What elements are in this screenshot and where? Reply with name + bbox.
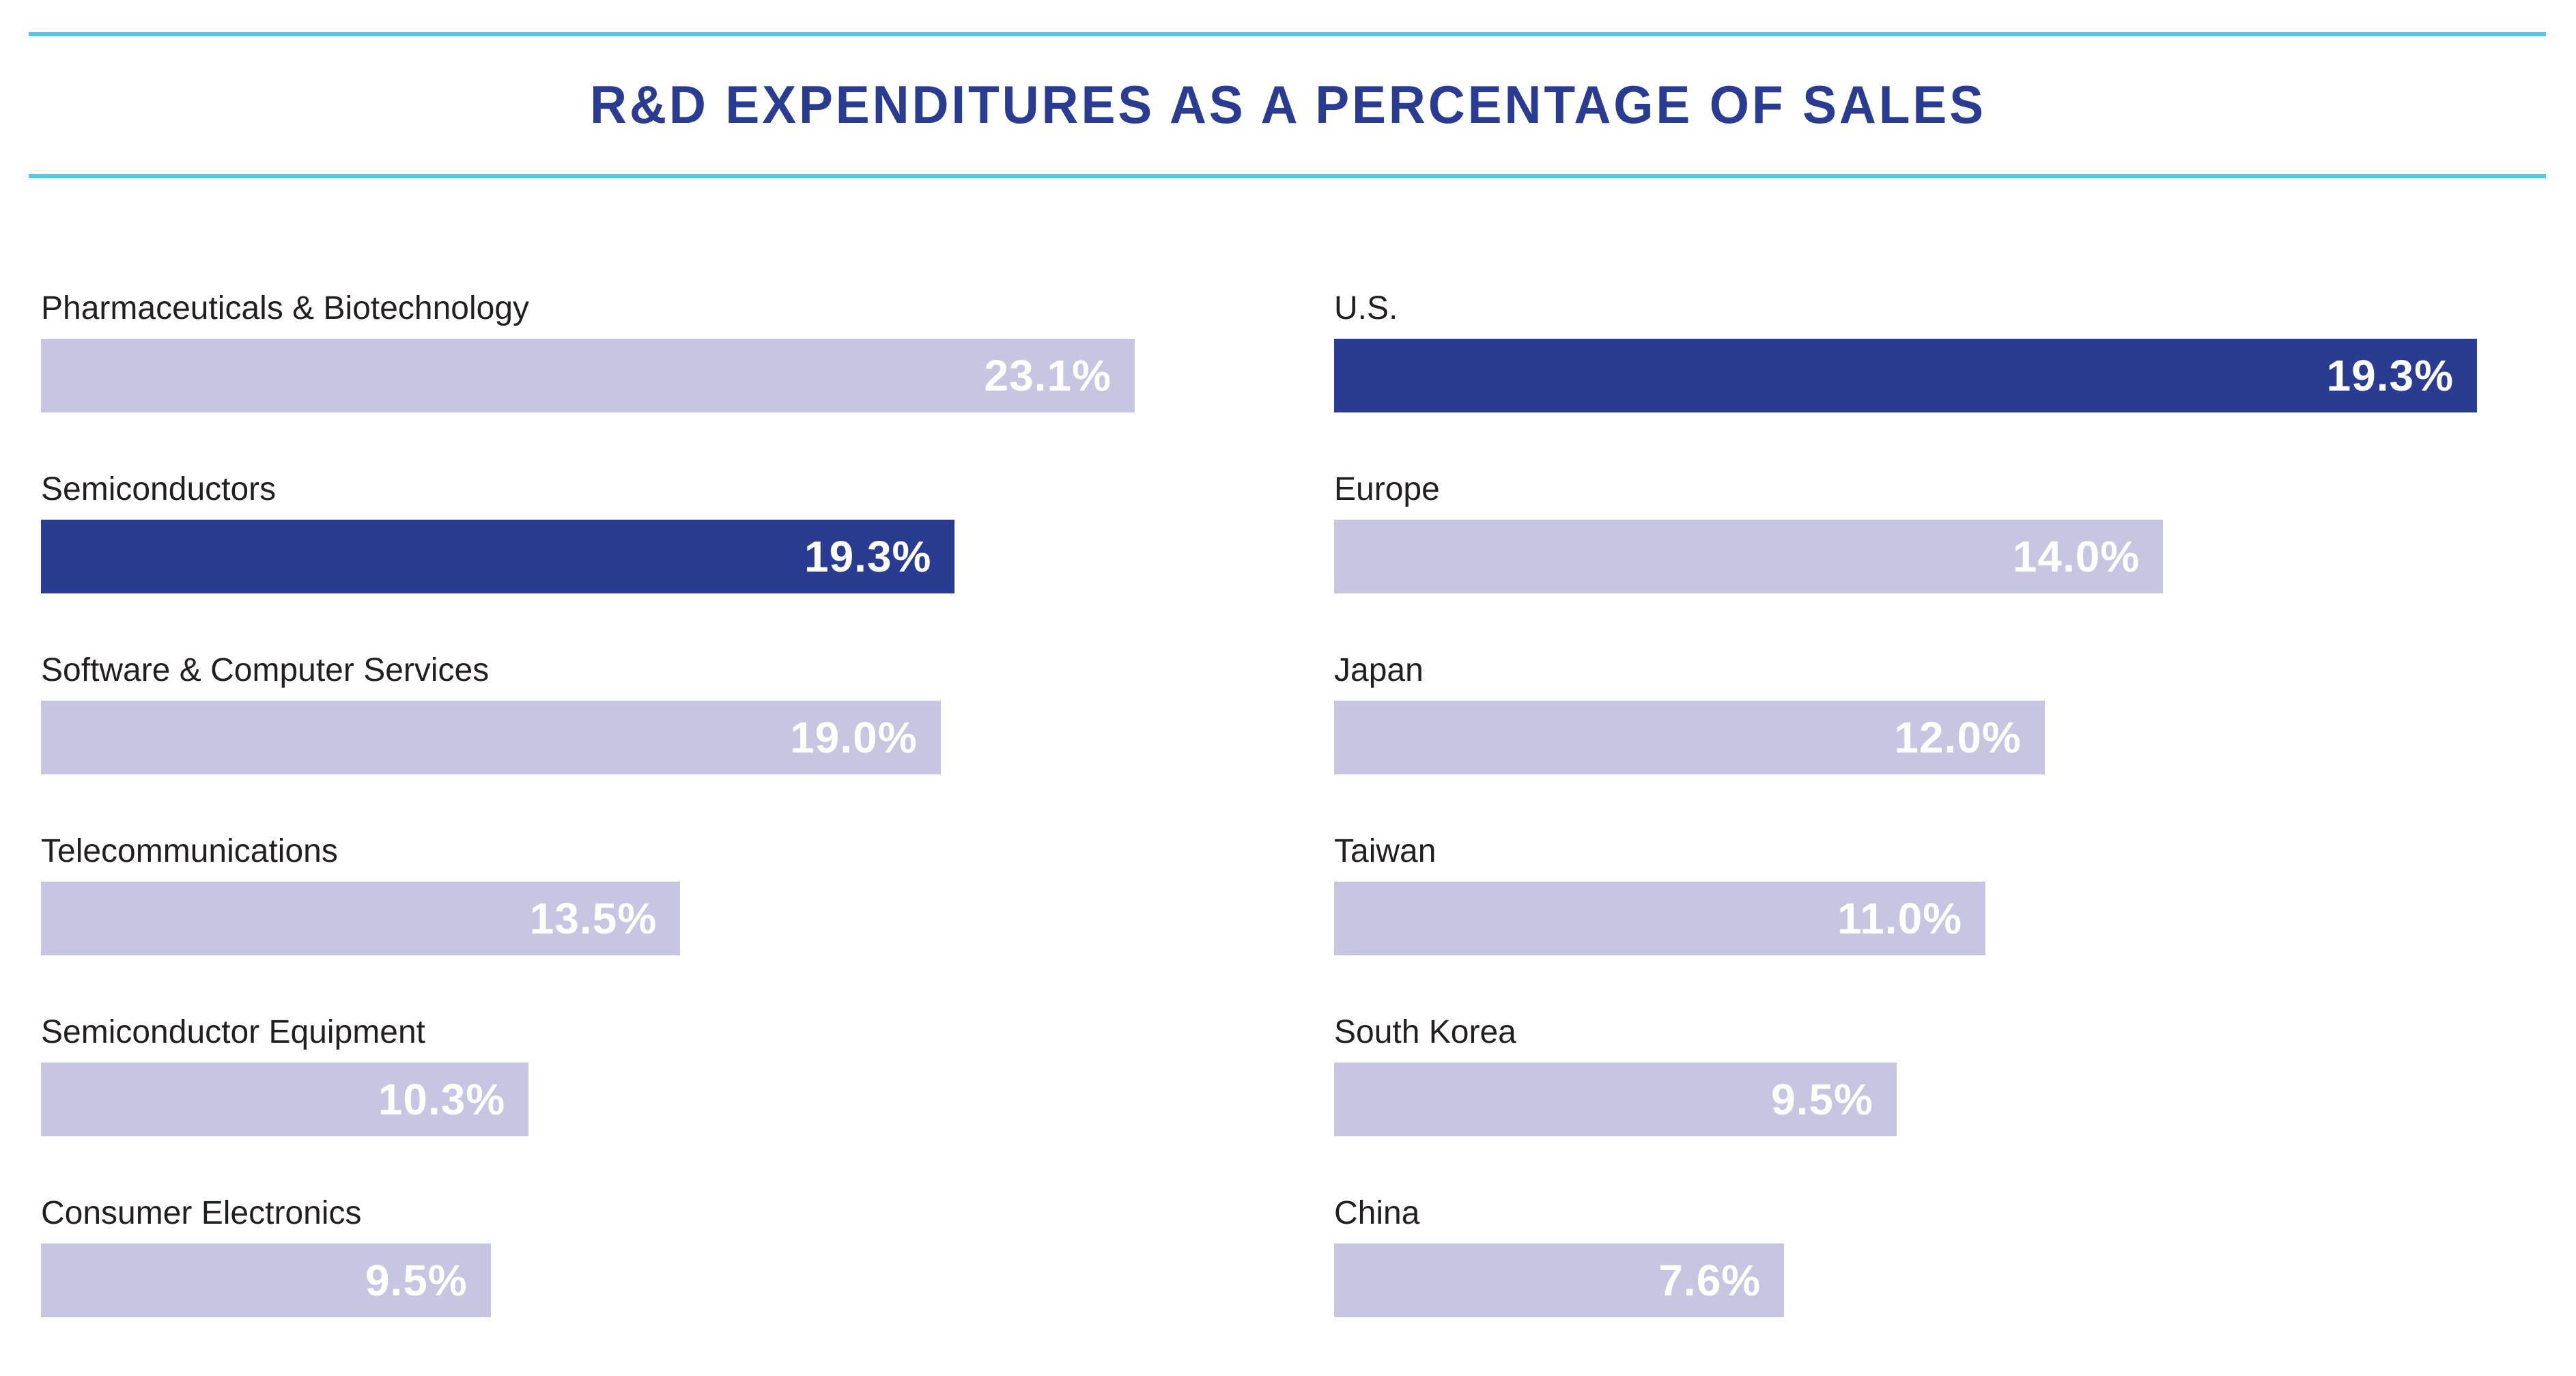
bar-row: Software & Computer Services 19.0% (41, 651, 1135, 832)
bar-category-label: Pharmaceuticals & Biotechnology (41, 290, 530, 326)
bar-value-label: 19.0% (790, 713, 918, 762)
bar: 9.5% (41, 1244, 491, 1317)
bar-value-label: 9.5% (365, 1256, 468, 1305)
bar-row: Taiwan 11.0% (1334, 832, 2477, 1013)
bar-value-label: 9.5% (1771, 1075, 1873, 1124)
region-bar-group: U.S. 19.3% Europe 14.0% Japan 12.0% Taiw… (1334, 290, 2477, 1375)
bar-row: Pharmaceuticals & Biotechnology 23.1% (41, 290, 1135, 471)
chart-title: R&D EXPENDITURES AS A PERCENTAGE OF SALE… (590, 74, 1986, 135)
bar-value-label: 19.3% (804, 532, 932, 581)
bar: 19.3% (1334, 339, 2477, 412)
bar-category-label: Software & Computer Services (41, 652, 490, 688)
bar-category-label: China (1334, 1195, 1420, 1231)
title-divider-line (29, 174, 2546, 178)
bar: 9.5% (1334, 1063, 1897, 1136)
bar-category-label: U.S. (1334, 290, 1398, 326)
bar: 19.3% (41, 520, 955, 593)
bar-value-label: 14.0% (2012, 532, 2140, 581)
bar-value-label: 13.5% (529, 894, 657, 943)
bar: 13.5% (41, 882, 681, 955)
bar: 12.0% (1334, 701, 2045, 774)
bar-category-label: Semiconductor Equipment (41, 1014, 425, 1050)
bar-category-label: Europe (1334, 471, 1440, 507)
bar-category-label: Consumer Electronics (41, 1195, 362, 1231)
bar-category-label: South Korea (1334, 1014, 1516, 1050)
bar-value-label: 19.3% (2326, 351, 2454, 400)
bar-value-label: 10.3% (378, 1075, 506, 1124)
bar-row: Semiconductors 19.3% (41, 471, 1135, 651)
bar-row: Europe 14.0% (1334, 471, 2477, 651)
top-divider-line (29, 32, 2546, 36)
bar-value-label: 12.0% (1894, 713, 2022, 762)
bar-category-label: Taiwan (1334, 833, 1436, 869)
bar-category-label: Japan (1334, 652, 1424, 688)
bar-row: China 7.6% (1334, 1194, 2477, 1375)
bar: 14.0% (1334, 520, 2164, 593)
bar-category-label: Telecommunications (41, 833, 338, 869)
bar-value-label: 7.6% (1658, 1256, 1761, 1305)
industry-bar-group: Pharmaceuticals & Biotechnology 23.1% Se… (41, 290, 1135, 1375)
bar: 23.1% (41, 339, 1135, 412)
bar-category-label: Semiconductors (41, 471, 277, 507)
bar-row: Consumer Electronics 9.5% (41, 1194, 1135, 1375)
bar-value-label: 11.0% (1837, 894, 1963, 943)
bar-row: Japan 12.0% (1334, 651, 2477, 832)
bar-row: Telecommunications 13.5% (41, 832, 1135, 1013)
bar: 11.0% (1334, 882, 1986, 955)
bar-row: Semiconductor Equipment 10.3% (41, 1013, 1135, 1194)
bar: 7.6% (1334, 1244, 1785, 1317)
bar-row: South Korea 9.5% (1334, 1013, 2477, 1194)
bar: 10.3% (41, 1063, 529, 1136)
bar-row: U.S. 19.3% (1334, 290, 2477, 471)
bar: 19.0% (41, 701, 941, 774)
bar-value-label: 23.1% (984, 351, 1112, 400)
